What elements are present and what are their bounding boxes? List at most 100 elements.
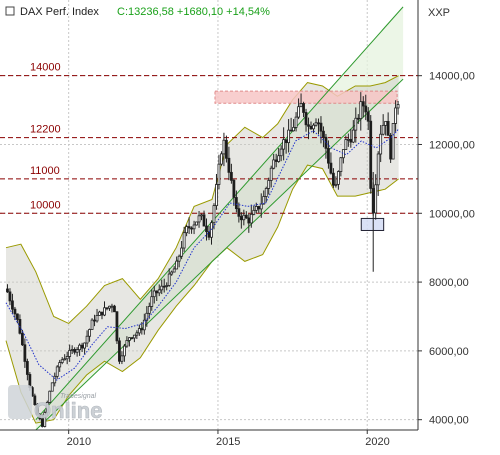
candle-up [220, 153, 223, 165]
candle-up [55, 366, 59, 377]
candle-down [115, 311, 119, 342]
candles [6, 92, 400, 428]
candle-down [130, 337, 134, 340]
resistance-zone [214, 90, 398, 104]
watermark-big: Online [34, 398, 102, 423]
candle-down [386, 120, 390, 136]
candle-down [100, 311, 104, 316]
level-label-10000: 10000 [30, 199, 61, 211]
candle-up [264, 188, 268, 197]
candle-up [65, 356, 69, 360]
candle-down [93, 319, 96, 322]
channel-fill [35, 6, 404, 431]
candle-down [234, 197, 238, 210]
candle-up [120, 355, 124, 362]
candle-up [108, 305, 111, 309]
candle-up [287, 129, 291, 144]
zones [214, 90, 398, 231]
candle-up [314, 122, 318, 126]
candle-up [192, 224, 196, 230]
channel-area [35, 6, 404, 431]
candle-up [394, 107, 398, 124]
candle-up [85, 335, 89, 344]
candle-up [165, 285, 169, 287]
candle-up [123, 345, 126, 357]
candle-down [6, 288, 9, 293]
candle-up [282, 139, 286, 150]
level-label-14000: 14000 [30, 62, 61, 74]
watermark-box [8, 385, 32, 419]
candle-up [88, 329, 91, 337]
header-marker [5, 6, 15, 16]
channel-line-lower [35, 78, 404, 431]
candle-up [50, 382, 54, 392]
candle-down [257, 206, 261, 210]
candle-up [142, 319, 146, 331]
x-tick-label-2: 2020 [365, 436, 389, 448]
candle-up [341, 149, 345, 159]
candle-up [212, 205, 216, 224]
level-label-11000: 11000 [30, 165, 60, 177]
candle-up [222, 139, 226, 155]
candle-down [284, 139, 288, 144]
candle-down [229, 171, 233, 181]
candle-down [40, 418, 44, 427]
candle-up [254, 206, 258, 211]
watermark-small: Tradesignal [60, 393, 97, 400]
candle-down [11, 300, 14, 310]
candle-up [70, 349, 74, 351]
candle-up [269, 167, 273, 181]
candle-up [312, 124, 315, 130]
candle-down [16, 313, 19, 320]
candle-up [45, 402, 49, 413]
candle-down [237, 208, 241, 217]
candle-down [118, 340, 121, 362]
candle-down [302, 103, 305, 113]
candle-up [339, 157, 343, 172]
candle-up [180, 247, 184, 257]
quote-text: C:13236,58 +1680,10 +14,54% [117, 6, 270, 18]
candle-down [329, 162, 333, 174]
candle-up [167, 273, 171, 286]
y-tick-label-4: 12000,00 [429, 139, 475, 151]
candle-up [215, 184, 218, 207]
candle-up [157, 289, 161, 294]
candle-up [177, 255, 181, 262]
candle-down [202, 214, 206, 227]
candle-up [359, 101, 363, 119]
candle-down [8, 291, 12, 302]
candle-down [232, 179, 236, 198]
candle-down [317, 122, 320, 125]
candle-up [294, 116, 298, 128]
candle-up [299, 103, 303, 108]
candle-down [80, 344, 84, 349]
candle-up [172, 268, 176, 273]
candle-up [90, 319, 94, 330]
candle-down [369, 120, 373, 189]
candle-up [242, 214, 246, 221]
candle-up [63, 358, 67, 361]
candle-up [376, 153, 380, 186]
candle-up [152, 290, 156, 298]
candle-up [48, 390, 52, 403]
candle-up [262, 196, 266, 205]
candle-up [160, 285, 164, 291]
candle-up [252, 209, 256, 215]
candle-up [279, 148, 283, 157]
y-tick-label-1: 6000,00 [429, 346, 469, 358]
currency-label: XXP [428, 7, 450, 19]
candle-up [346, 138, 350, 141]
channel-line-upper [35, 6, 404, 421]
candle-up [185, 226, 189, 234]
candle-up [150, 296, 154, 307]
candle-up [391, 123, 395, 160]
y-tick-label-2: 8000,00 [429, 277, 469, 289]
candle-up [43, 412, 47, 427]
candle-down [349, 138, 353, 143]
candle-down [389, 134, 393, 160]
candle-up [217, 163, 221, 185]
candle-up [259, 203, 263, 210]
candle-down [33, 395, 37, 405]
chart-header: DAX Perf. Index C:13236,58 +1680,10 +14,… [5, 6, 450, 19]
